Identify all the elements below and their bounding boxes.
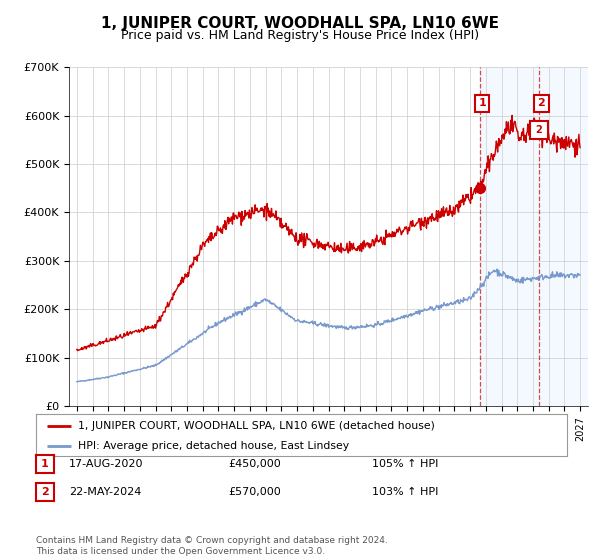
Text: 17-AUG-2020: 17-AUG-2020 [69,459,143,469]
Text: £570,000: £570,000 [228,487,281,497]
Text: Price paid vs. HM Land Registry's House Price Index (HPI): Price paid vs. HM Land Registry's House … [121,29,479,42]
Text: £450,000: £450,000 [228,459,281,469]
Text: 2: 2 [536,125,542,135]
Text: 1, JUNIPER COURT, WOODHALL SPA, LN10 6WE (detached house): 1, JUNIPER COURT, WOODHALL SPA, LN10 6WE… [79,421,436,431]
Text: 1, JUNIPER COURT, WOODHALL SPA, LN10 6WE: 1, JUNIPER COURT, WOODHALL SPA, LN10 6WE [101,16,499,31]
Text: 1: 1 [41,459,49,469]
Text: 22-MAY-2024: 22-MAY-2024 [69,487,142,497]
Text: 1: 1 [478,99,486,109]
Text: 105% ↑ HPI: 105% ↑ HPI [372,459,439,469]
Text: 103% ↑ HPI: 103% ↑ HPI [372,487,439,497]
Text: Contains HM Land Registry data © Crown copyright and database right 2024.
This d: Contains HM Land Registry data © Crown c… [36,536,388,556]
Text: HPI: Average price, detached house, East Lindsey: HPI: Average price, detached house, East… [79,441,350,451]
Text: 2: 2 [41,487,49,497]
Bar [480,67,588,406]
Text: 2: 2 [538,99,545,109]
